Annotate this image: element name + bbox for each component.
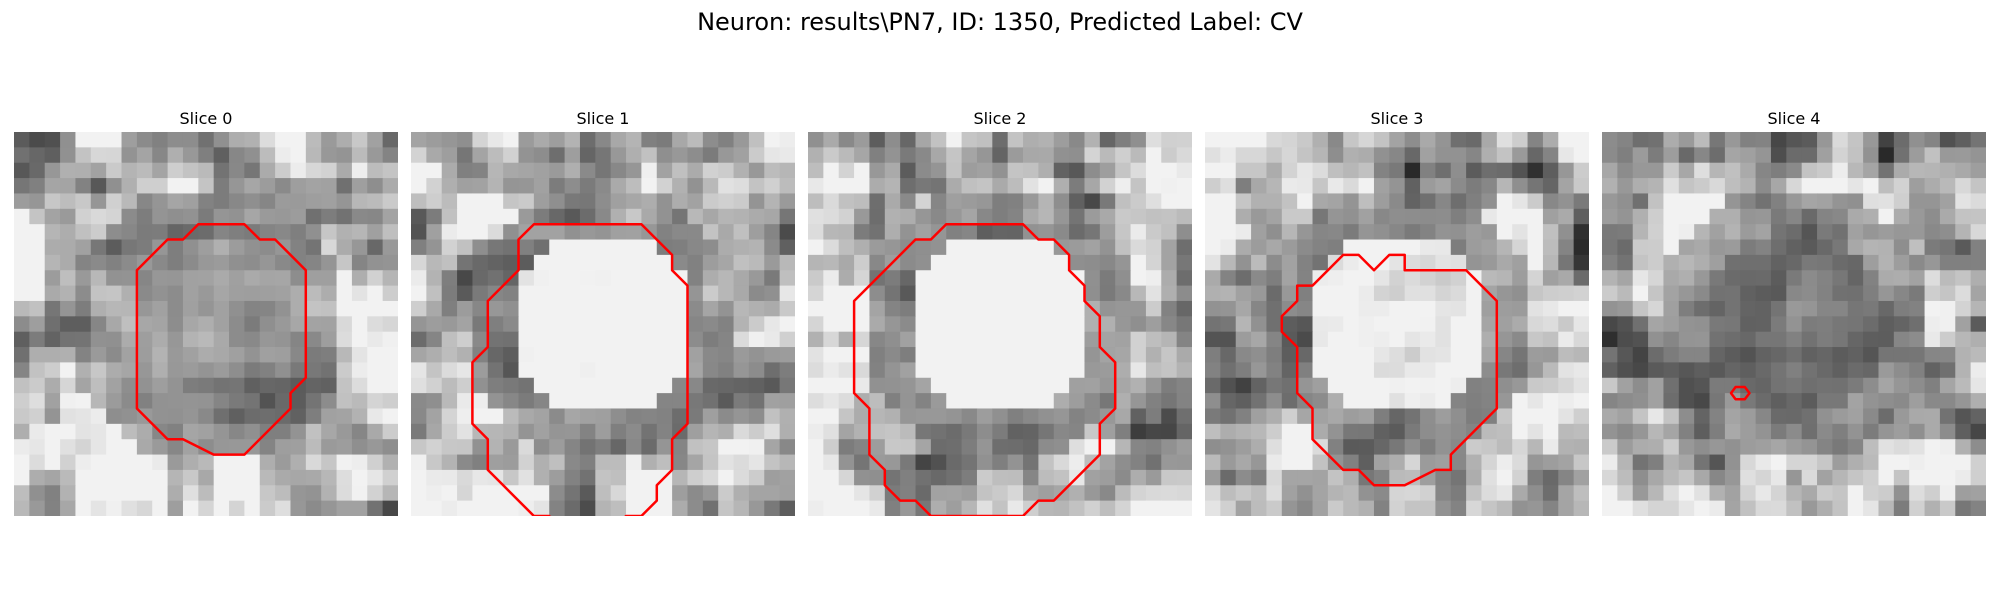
slice-panel: Slice 3 bbox=[1205, 108, 1589, 516]
grayscale-slice bbox=[411, 132, 795, 516]
slice-panel: Slice 2 bbox=[808, 108, 1192, 516]
slice-panel: Slice 1 bbox=[411, 108, 795, 516]
slice-title: Slice 1 bbox=[576, 109, 630, 128]
slice-title: Slice 2 bbox=[973, 109, 1027, 128]
slice-title: Slice 0 bbox=[179, 109, 233, 128]
grayscale-slice bbox=[1602, 132, 1986, 516]
slice-image bbox=[14, 132, 398, 516]
grayscale-slice bbox=[1205, 132, 1589, 516]
segmentation-contour bbox=[1280, 253, 1499, 487]
grayscale-slice bbox=[808, 132, 1192, 516]
segmentation-contour bbox=[852, 222, 1117, 516]
segmentation-contour bbox=[135, 222, 308, 456]
slice-panel: Slice 0 bbox=[14, 108, 398, 516]
slice-image bbox=[411, 132, 795, 516]
slice-title: Slice 4 bbox=[1767, 109, 1821, 128]
slice-image bbox=[1205, 132, 1589, 516]
slice-panel: Slice 4 bbox=[1602, 108, 1986, 516]
slice-image bbox=[808, 132, 1192, 516]
grayscale-slice bbox=[14, 132, 398, 516]
segmentation-contour bbox=[1729, 385, 1751, 401]
segmentation-contour bbox=[471, 222, 689, 516]
slice-title: Slice 3 bbox=[1370, 109, 1424, 128]
figure-title: Neuron: results\PN7, ID: 1350, Predicted… bbox=[697, 8, 1303, 36]
slice-image bbox=[1602, 132, 1986, 516]
